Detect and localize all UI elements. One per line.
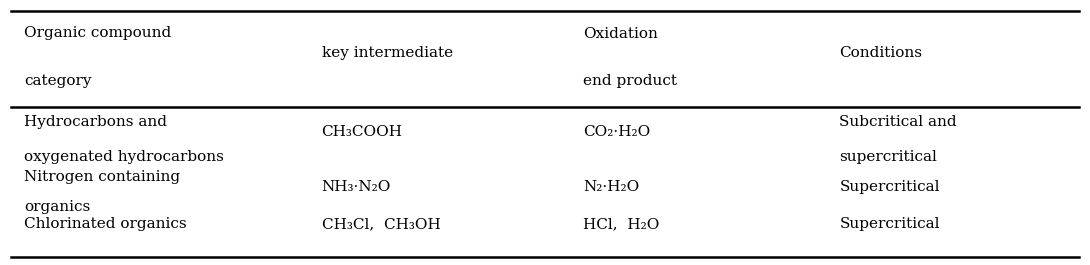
Text: Hydrocarbons and: Hydrocarbons and bbox=[24, 115, 167, 129]
Text: Conditions: Conditions bbox=[839, 46, 922, 60]
Text: category: category bbox=[24, 74, 92, 88]
Text: Chlorinated organics: Chlorinated organics bbox=[24, 217, 186, 231]
Text: supercritical: supercritical bbox=[839, 150, 937, 164]
Text: end product: end product bbox=[583, 74, 677, 88]
Text: oxygenated hydrocarbons: oxygenated hydrocarbons bbox=[24, 150, 223, 164]
Text: Subcritical and: Subcritical and bbox=[839, 115, 957, 129]
Text: HCl,  H₂O: HCl, H₂O bbox=[583, 217, 659, 231]
Text: CH₃Cl,  CH₃OH: CH₃Cl, CH₃OH bbox=[322, 217, 440, 231]
Text: N₂·H₂O: N₂·H₂O bbox=[583, 180, 640, 194]
Text: Nitrogen containing: Nitrogen containing bbox=[24, 170, 180, 184]
Text: CH₃COOH: CH₃COOH bbox=[322, 126, 402, 139]
Text: Supercritical: Supercritical bbox=[839, 180, 940, 194]
Text: organics: organics bbox=[24, 200, 90, 214]
Text: Oxidation: Oxidation bbox=[583, 26, 658, 41]
Text: NH₃·N₂O: NH₃·N₂O bbox=[322, 180, 391, 194]
Text: key intermediate: key intermediate bbox=[322, 46, 452, 60]
Text: Organic compound: Organic compound bbox=[24, 26, 171, 41]
Text: CO₂·H₂O: CO₂·H₂O bbox=[583, 126, 651, 139]
Text: Supercritical: Supercritical bbox=[839, 217, 940, 231]
